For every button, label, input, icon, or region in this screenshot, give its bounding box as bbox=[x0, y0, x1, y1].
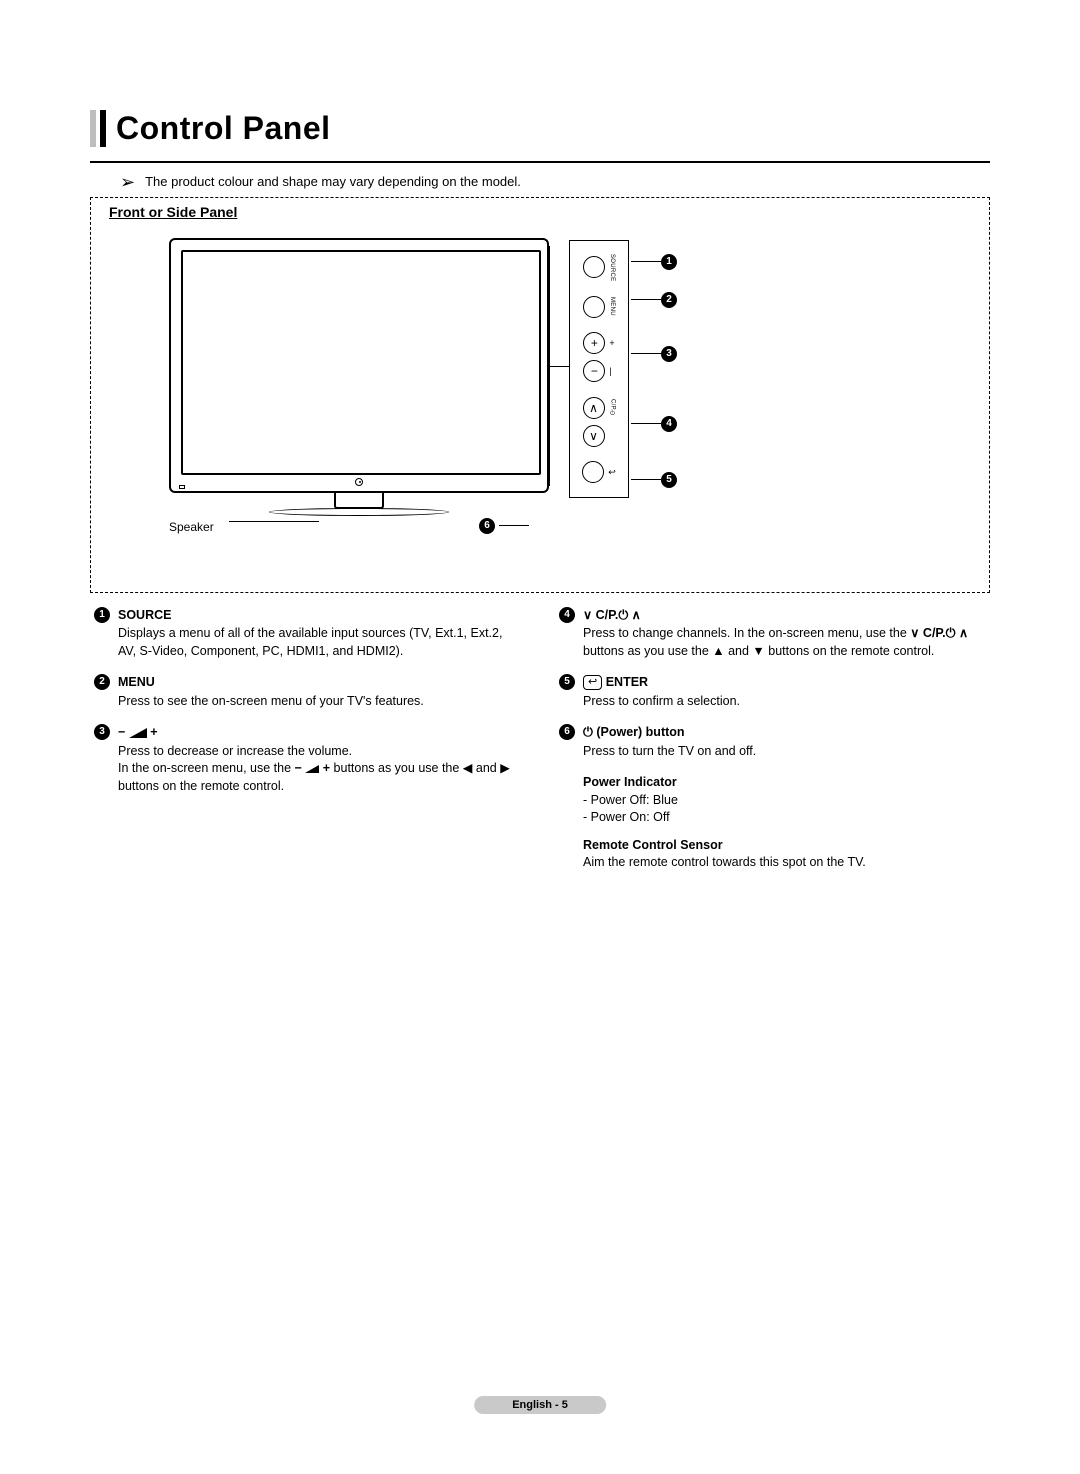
right-column: 4 ∨ C/P.⏻ ∧ Press to change channels. In… bbox=[559, 607, 986, 872]
ch-down-icon: ∨ bbox=[583, 425, 605, 447]
leader-line bbox=[499, 525, 529, 526]
source-label: SOURCE bbox=[609, 254, 615, 281]
enter-box-icon: ↩ bbox=[583, 675, 602, 690]
vol-plus-mark: + bbox=[609, 338, 614, 348]
title-decorative-bars bbox=[90, 110, 106, 147]
vol-minus-mark: | bbox=[609, 366, 611, 376]
item-body: Press to decrease or increase the volume… bbox=[118, 743, 521, 796]
plus-icon: + bbox=[150, 725, 157, 739]
remote-sensor-heading: Remote Control Sensor bbox=[559, 837, 986, 855]
section-heading: Front or Side Panel bbox=[109, 204, 971, 220]
leader-line bbox=[631, 353, 661, 354]
leader-line bbox=[631, 299, 661, 300]
callout-3: 3 bbox=[631, 346, 677, 362]
description-columns: 1 SOURCE Displays a menu of all of the a… bbox=[90, 607, 990, 872]
volume-ramp-icon bbox=[129, 728, 147, 738]
item-body: Press to change channels. In the on-scre… bbox=[583, 625, 986, 660]
tv-screen bbox=[181, 250, 541, 475]
source-button-icon bbox=[583, 256, 605, 278]
item-title: MENU bbox=[118, 675, 155, 689]
source-button-row: SOURCE bbox=[570, 254, 628, 281]
callout-5: 5 bbox=[631, 472, 677, 488]
item-body: Displays a menu of all of the available … bbox=[118, 625, 521, 660]
bullet-5: 5 bbox=[559, 674, 575, 690]
item-title: ENTER bbox=[606, 675, 648, 689]
vol-plus-icon: + bbox=[583, 332, 605, 354]
diagram-area: Speaker SOURCE MENU + + bbox=[109, 228, 971, 568]
ch-up-icon: ∧ bbox=[583, 397, 605, 419]
bullet-5: 5 bbox=[661, 472, 677, 488]
tv-illustration: Speaker bbox=[169, 238, 549, 528]
cp-label: C/P.⏻ bbox=[609, 399, 616, 417]
callout-4: 4 bbox=[631, 416, 677, 432]
leader-line bbox=[631, 423, 661, 424]
diagram-box: Front or Side Panel Speaker SOURCE bbox=[90, 197, 990, 593]
speaker-label: Speaker bbox=[169, 520, 214, 534]
note-arrow-icon: ➢ bbox=[120, 173, 135, 191]
tv-stand-neck bbox=[334, 493, 384, 509]
bullet-1: 1 bbox=[94, 607, 110, 623]
bullet-2: 2 bbox=[94, 674, 110, 690]
bullet-6: 6 bbox=[479, 518, 495, 534]
note-line: ➢ The product colour and shape may vary … bbox=[90, 173, 990, 191]
page-title: Control Panel bbox=[116, 110, 331, 147]
bullet-1: 1 bbox=[661, 254, 677, 270]
tv-socket-icon bbox=[179, 485, 185, 489]
minus-icon: − bbox=[118, 725, 125, 739]
enter-button-row: ↩ bbox=[570, 461, 628, 483]
title-block: Control Panel bbox=[90, 110, 990, 147]
bar-icon bbox=[90, 110, 96, 147]
page-footer: English - 5 bbox=[474, 1396, 606, 1414]
enter-glyph: ↩ bbox=[608, 467, 616, 478]
item-body: Press to see the on-screen menu of your … bbox=[118, 693, 521, 711]
bullet-3: 3 bbox=[661, 346, 677, 362]
side-button-panel: SOURCE MENU + + − | bbox=[569, 240, 629, 498]
bullet-6: 6 bbox=[559, 724, 575, 740]
item-body: Press to confirm a selection. bbox=[583, 693, 986, 711]
leader-line bbox=[631, 479, 661, 480]
manual-page: Control Panel ➢ The product colour and s… bbox=[0, 0, 1080, 1474]
item-volume: 3 − + Press to decrease or increase the … bbox=[94, 724, 521, 795]
callout-1: 1 bbox=[631, 254, 677, 270]
item-power: 6 ⏻ (Power) button Press to turn the TV … bbox=[559, 724, 986, 760]
bar-icon bbox=[100, 110, 106, 147]
item-title: ∨ C/P.⏻ ∧ bbox=[583, 608, 641, 622]
vol-minus-icon: − bbox=[583, 360, 605, 382]
callout-6: 6 bbox=[479, 518, 529, 534]
channel-pair: ∧ C/P.⏻ ∨ bbox=[583, 397, 616, 447]
item-title: SOURCE bbox=[118, 608, 171, 622]
leader-line bbox=[631, 261, 661, 262]
bullet-2: 2 bbox=[661, 292, 677, 308]
item-menu: 2 MENU Press to see the on-screen menu o… bbox=[94, 674, 521, 710]
volume-ramp-icon bbox=[305, 765, 319, 773]
menu-label: MENU bbox=[609, 297, 615, 316]
item-body: Press to turn the TV on and off. bbox=[583, 743, 986, 761]
bullet-3: 3 bbox=[94, 724, 110, 740]
power-indicator-heading: Power Indicator bbox=[559, 774, 986, 792]
title-rule bbox=[90, 161, 990, 163]
remote-sensor-body: Aim the remote control towards this spot… bbox=[559, 854, 986, 872]
bullet-4: 4 bbox=[559, 607, 575, 623]
item-title: ⏻ (Power) button bbox=[583, 725, 685, 739]
power-indicator-body: - Power Off: Blue - Power On: Off bbox=[559, 792, 986, 827]
enter-button-icon bbox=[582, 461, 604, 483]
callout-2: 2 bbox=[631, 292, 677, 308]
item-channel: 4 ∨ C/P.⏻ ∧ Press to change channels. In… bbox=[559, 607, 986, 661]
tv-logo-icon bbox=[355, 478, 363, 486]
item-source: 1 SOURCE Displays a menu of all of the a… bbox=[94, 607, 521, 661]
item-title: − + bbox=[118, 725, 158, 739]
menu-button-row: MENU bbox=[570, 296, 628, 318]
left-column: 1 SOURCE Displays a menu of all of the a… bbox=[94, 607, 521, 872]
menu-button-icon bbox=[583, 296, 605, 318]
panel-leader-line bbox=[549, 366, 569, 367]
note-text: The product colour and shape may vary de… bbox=[145, 174, 521, 189]
speaker-leader-line bbox=[229, 521, 319, 522]
tv-frame bbox=[169, 238, 549, 493]
bullet-4: 4 bbox=[661, 416, 677, 432]
tv-stand-base bbox=[269, 508, 449, 516]
item-enter: 5 ↩ ENTER Press to confirm a selection. bbox=[559, 674, 986, 710]
volume-pair: + + − | bbox=[583, 332, 614, 382]
